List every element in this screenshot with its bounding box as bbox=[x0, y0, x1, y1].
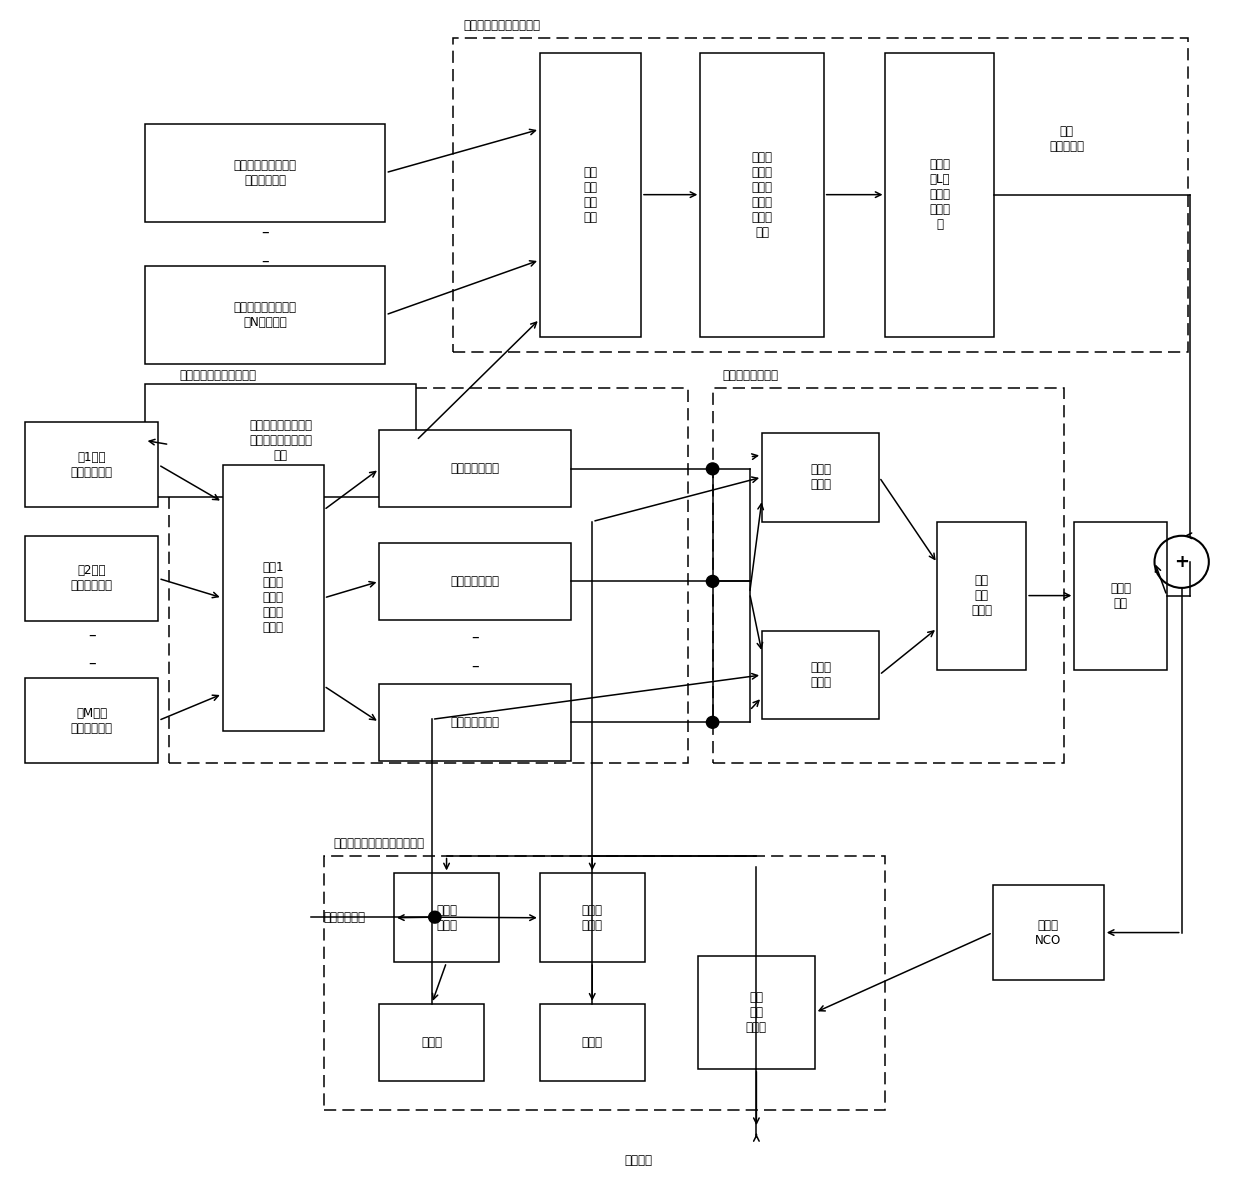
Text: 相位差矢量累积: 相位差矢量累积 bbox=[450, 575, 500, 588]
Text: +: + bbox=[1174, 553, 1189, 571]
Bar bbox=[25, 422, 159, 507]
Text: 距离辅助信息: 距离辅助信息 bbox=[324, 910, 366, 923]
Text: –: – bbox=[262, 225, 269, 239]
Text: 基于导
向矢量
相关方
法的角
度初值
搜索: 基于导 向矢量 相关方 法的角 度初值 搜索 bbox=[751, 151, 773, 239]
Bar bbox=[394, 873, 498, 963]
Text: 当前
角度
跟踪值: 当前 角度 跟踪值 bbox=[746, 991, 766, 1034]
Text: 接收相位复矢量累积单元: 接收相位复矢量累积单元 bbox=[180, 369, 257, 382]
Circle shape bbox=[707, 463, 719, 475]
Text: 阵列接收信号相位差
第N次测量值: 阵列接收信号相位差 第N次测量值 bbox=[233, 301, 296, 328]
Text: 以第1
通道为
参考构
造相位
复指数: 以第1 通道为 参考构 造相位 复指数 bbox=[263, 562, 284, 634]
Text: 测角结果: 测角结果 bbox=[625, 1154, 652, 1167]
Text: 环路滤
波器: 环路滤 波器 bbox=[1110, 582, 1131, 609]
Text: 左偏角: 左偏角 bbox=[422, 1035, 443, 1048]
Bar bbox=[539, 873, 645, 963]
Text: 角度
误差
鉴别器: 角度 误差 鉴别器 bbox=[971, 574, 992, 618]
Bar bbox=[454, 38, 1188, 352]
Circle shape bbox=[429, 912, 441, 923]
Bar bbox=[25, 678, 159, 763]
Text: –: – bbox=[88, 656, 95, 671]
Text: 矩位差矢量累积: 矩位差矢量累积 bbox=[450, 716, 500, 728]
Text: 角跟踪
NCO: 角跟踪 NCO bbox=[1035, 919, 1061, 946]
Bar bbox=[379, 543, 570, 620]
Circle shape bbox=[707, 576, 719, 588]
Text: 构造
平均
相位
矢量: 构造 平均 相位 矢量 bbox=[583, 165, 598, 224]
Bar bbox=[1074, 521, 1167, 670]
Bar bbox=[713, 388, 1064, 763]
Bar bbox=[761, 433, 879, 521]
Text: 相位差矢量累积: 相位差矢量累积 bbox=[450, 463, 500, 475]
Bar bbox=[761, 631, 879, 720]
Bar bbox=[324, 856, 885, 1110]
Text: 接收相位复矢量累积单元: 接收相位复矢量累积单元 bbox=[464, 19, 541, 32]
Bar bbox=[25, 536, 159, 621]
Bar bbox=[145, 384, 417, 496]
Bar bbox=[379, 431, 570, 507]
Bar bbox=[698, 957, 815, 1069]
Bar bbox=[993, 885, 1104, 979]
Bar bbox=[379, 1003, 484, 1081]
Bar bbox=[539, 52, 641, 337]
Bar bbox=[379, 684, 570, 760]
Bar bbox=[539, 1003, 645, 1081]
Bar bbox=[701, 52, 823, 337]
Text: 相位矢
量重构: 相位矢 量重构 bbox=[582, 903, 603, 932]
Text: 角度
初始参考值: 角度 初始参考值 bbox=[1049, 125, 1084, 154]
Bar bbox=[145, 124, 386, 221]
Text: 左偏角
匹配值: 左偏角 匹配值 bbox=[810, 463, 831, 491]
Text: 相位矢
量重构: 相位矢 量重构 bbox=[436, 903, 458, 932]
Bar bbox=[145, 265, 386, 364]
Text: 阵列接收信号相位差
第一次测量值: 阵列接收信号相位差 第一次测量值 bbox=[233, 158, 296, 187]
Bar bbox=[222, 465, 324, 731]
Text: –: – bbox=[471, 631, 479, 645]
Bar bbox=[885, 52, 994, 337]
Text: 第2通道
相位差测量值: 第2通道 相位差测量值 bbox=[71, 564, 113, 593]
Bar bbox=[937, 521, 1027, 670]
Bar bbox=[170, 388, 688, 763]
Text: 左偏角
匹配值: 左偏角 匹配值 bbox=[810, 660, 831, 689]
Text: 划分搜索网格并构造
本地参考相位差导向
矢量: 划分搜索网格并构造 本地参考相位差导向 矢量 bbox=[249, 419, 312, 462]
Text: –: – bbox=[88, 628, 95, 643]
Text: 角度初
值L点
平均与
门限判
决: 角度初 值L点 平均与 门限判 决 bbox=[929, 158, 950, 231]
Text: 第M通道
相位差测量值: 第M通道 相位差测量值 bbox=[71, 707, 113, 734]
Text: –: – bbox=[471, 658, 479, 674]
Text: 右偏角: 右偏角 bbox=[582, 1035, 603, 1048]
Text: 距离辅助信息: 距离辅助信息 bbox=[52, 438, 94, 451]
Text: 第1通道
相位差测量值: 第1通道 相位差测量值 bbox=[71, 451, 113, 478]
Text: 本地跟踪角相位矢量重构单元: 本地跟踪角相位矢量重构单元 bbox=[334, 837, 424, 850]
Circle shape bbox=[707, 716, 719, 728]
Text: 角度鉴别处理单元: 角度鉴别处理单元 bbox=[723, 369, 779, 382]
Text: –: – bbox=[262, 255, 269, 269]
